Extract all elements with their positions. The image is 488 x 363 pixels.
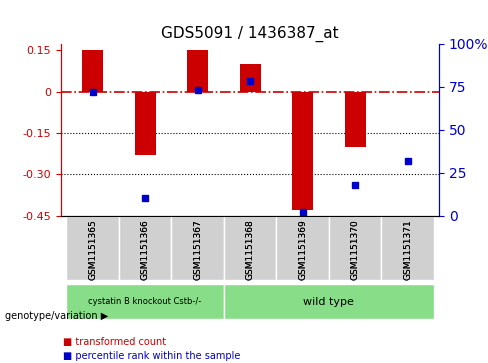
Text: GSM1151366: GSM1151366 [141, 219, 149, 280]
Text: GSM1151369: GSM1151369 [298, 219, 307, 280]
Text: GSM1151370: GSM1151370 [351, 219, 360, 280]
FancyBboxPatch shape [224, 284, 434, 319]
FancyBboxPatch shape [171, 216, 224, 280]
Bar [135, 92, 156, 155]
Text: GSM1151365: GSM1151365 [88, 219, 97, 280]
FancyBboxPatch shape [119, 216, 171, 280]
FancyBboxPatch shape [382, 216, 434, 280]
Text: wild type: wild type [304, 297, 354, 307]
Bar [292, 92, 313, 210]
FancyBboxPatch shape [329, 216, 382, 280]
Text: genotype/variation ▶: genotype/variation ▶ [5, 311, 108, 321]
Title: GDS5091 / 1436387_at: GDS5091 / 1436387_at [162, 26, 339, 42]
Text: GSM1151369: GSM1151369 [298, 219, 307, 280]
Text: GSM1151366: GSM1151366 [141, 219, 149, 280]
Text: GSM1151371: GSM1151371 [403, 219, 412, 280]
FancyBboxPatch shape [66, 284, 224, 319]
FancyBboxPatch shape [66, 216, 119, 280]
Bar [240, 64, 261, 92]
Text: GSM1151368: GSM1151368 [245, 219, 255, 280]
FancyBboxPatch shape [276, 216, 329, 280]
Text: GSM1151365: GSM1151365 [88, 219, 97, 280]
Text: GSM1151368: GSM1151368 [245, 219, 255, 280]
Text: GSM1151370: GSM1151370 [351, 219, 360, 280]
Text: GSM1151367: GSM1151367 [193, 219, 202, 280]
Bar [187, 50, 208, 92]
Bar [82, 50, 103, 92]
Text: GSM1151367: GSM1151367 [193, 219, 202, 280]
Text: cystatin B knockout Cstb-/-: cystatin B knockout Cstb-/- [88, 297, 202, 306]
Bar [345, 92, 366, 147]
Text: ■ transformed count: ■ transformed count [63, 337, 166, 347]
FancyBboxPatch shape [224, 216, 276, 280]
Text: GSM1151371: GSM1151371 [403, 219, 412, 280]
Text: ■ percentile rank within the sample: ■ percentile rank within the sample [63, 351, 241, 362]
